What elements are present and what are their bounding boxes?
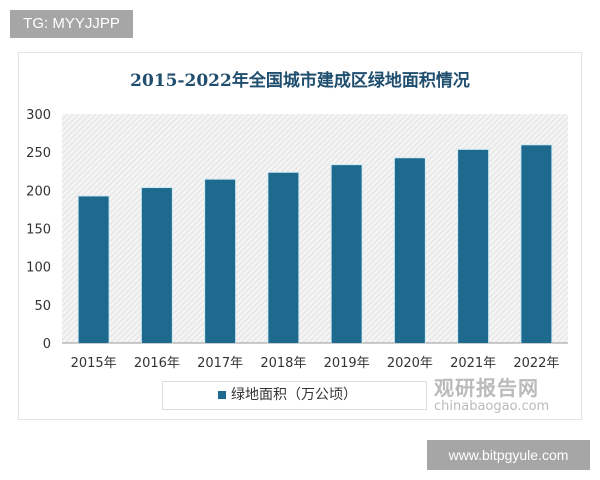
bar: [521, 145, 552, 343]
x-tick-label: 2015年: [71, 356, 117, 371]
bar: [141, 188, 172, 343]
bar: [205, 179, 236, 343]
bar: [458, 149, 489, 343]
chart-title: 2015-2022年全国城市建成区绿地面积情况: [130, 71, 470, 91]
y-tick-label: 150: [26, 223, 51, 238]
legend-swatch: [218, 391, 226, 399]
y-tick-label: 0: [43, 337, 51, 352]
y-tick-label: 200: [26, 184, 51, 199]
watermark-en: chinabaogao.com: [434, 399, 550, 414]
x-tick-label: 2022年: [513, 356, 559, 371]
watermark-cn: 观研报告网: [434, 376, 539, 400]
bar: [78, 196, 109, 343]
y-tick-label: 300: [26, 108, 51, 123]
legend: 绿地面积（万公顷）: [162, 381, 427, 410]
x-tick-label: 2018年: [260, 356, 306, 371]
y-tick-label: 100: [26, 261, 51, 276]
x-tick-label: 2019年: [324, 356, 370, 371]
y-tick-label: 250: [26, 146, 51, 161]
x-tick-label: 2016年: [134, 356, 180, 371]
watermark: 观研报告网 chinabaogao.com: [434, 377, 549, 415]
y-tick-label: 50: [34, 299, 51, 314]
x-tick-label: 2017年: [197, 356, 243, 371]
bar: [394, 158, 425, 343]
x-tick-label: 2021年: [450, 356, 496, 371]
chart-frame: [18, 52, 582, 420]
tag-label: TG: MYYJJPP: [10, 10, 133, 38]
legend-label: 绿地面积（万公顷）: [231, 387, 357, 403]
plot-area: [62, 114, 568, 343]
bar: [331, 165, 362, 343]
site-label: www.bitpgyule.com: [427, 440, 590, 470]
x-tick-label: 2020年: [387, 356, 433, 371]
bar: [268, 172, 299, 343]
